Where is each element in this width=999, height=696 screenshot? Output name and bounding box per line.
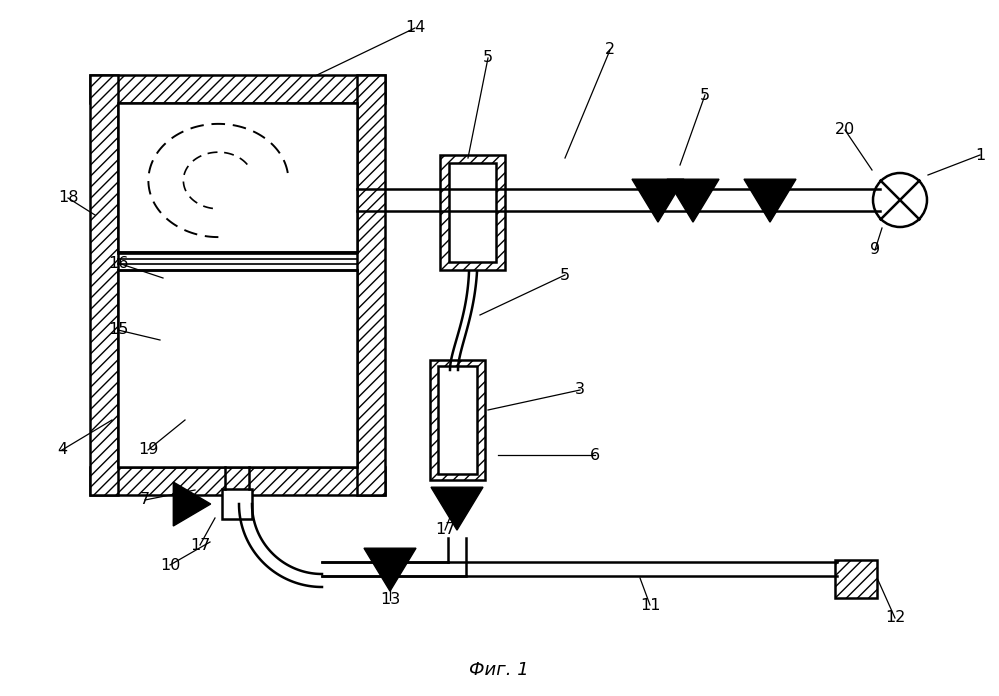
Text: 11: 11: [639, 597, 660, 612]
Text: 9: 9: [870, 242, 880, 258]
Bar: [90, 75, 118, 495]
Text: 3: 3: [575, 383, 585, 397]
Polygon shape: [667, 179, 719, 222]
Text: 5: 5: [700, 88, 710, 102]
Text: 1: 1: [975, 148, 985, 162]
Text: 16: 16: [108, 255, 128, 271]
Text: 10: 10: [160, 557, 180, 573]
Text: 6: 6: [590, 448, 600, 463]
Bar: [118, 103, 357, 252]
Text: 19: 19: [138, 443, 158, 457]
Text: 2: 2: [605, 42, 615, 58]
Bar: [90, 467, 385, 495]
Text: 14: 14: [405, 20, 426, 35]
Text: 5: 5: [559, 267, 570, 283]
Text: 18: 18: [58, 191, 78, 205]
Bar: [449, 163, 496, 262]
Polygon shape: [744, 179, 796, 222]
Polygon shape: [364, 548, 416, 591]
Polygon shape: [632, 179, 684, 222]
Bar: [835, 560, 877, 598]
Bar: [357, 75, 385, 495]
Text: 17: 17: [190, 537, 210, 553]
Text: 20: 20: [835, 122, 855, 138]
Bar: [90, 75, 385, 103]
Bar: [118, 270, 357, 467]
Text: 13: 13: [380, 592, 401, 608]
Bar: [438, 366, 477, 474]
Text: 15: 15: [108, 322, 128, 338]
Bar: [430, 360, 485, 480]
Text: 12: 12: [885, 610, 905, 626]
Text: Фиг. 1: Фиг. 1: [470, 661, 528, 679]
Text: 4: 4: [57, 443, 67, 457]
Text: 17: 17: [435, 523, 456, 537]
Bar: [440, 155, 505, 270]
Text: 5: 5: [483, 51, 494, 65]
Bar: [222, 489, 252, 519]
Text: 7: 7: [140, 493, 150, 507]
Polygon shape: [173, 482, 211, 526]
Polygon shape: [431, 487, 483, 530]
